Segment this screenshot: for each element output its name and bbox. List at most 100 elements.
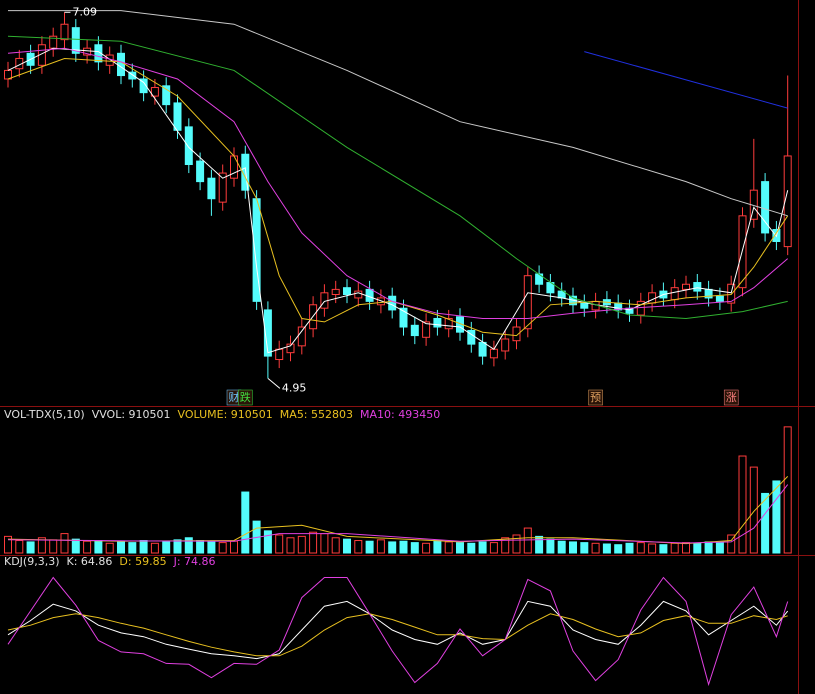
candle-body <box>693 282 702 292</box>
volume-bar <box>704 541 713 554</box>
volume-bar <box>162 541 171 554</box>
candle-body <box>648 292 657 304</box>
volume-bar <box>444 541 453 554</box>
candle-body <box>150 87 159 97</box>
annotation-label: 4.95 <box>282 381 307 394</box>
candle-body <box>580 302 589 309</box>
indicator-header: VOL-TDX(5,10) <box>4 408 85 421</box>
annotation-label: 7.09 <box>73 5 98 18</box>
candle-body <box>399 307 408 328</box>
volume-bar <box>105 542 114 554</box>
volume-bar <box>489 542 498 554</box>
volume-bar <box>83 540 92 554</box>
candle-body <box>286 343 295 354</box>
volume-bar <box>715 542 724 554</box>
candle-body <box>478 341 487 357</box>
volume-bar <box>354 540 363 554</box>
volume-bar <box>727 534 736 554</box>
candle-body <box>207 177 216 200</box>
indicator-line <box>7 47 789 319</box>
candle-body <box>275 348 284 361</box>
volume-bar <box>196 540 205 554</box>
volume-bar <box>772 480 781 554</box>
volume-bar <box>275 534 284 554</box>
volume-bar <box>263 530 272 554</box>
volume-bar <box>37 537 46 554</box>
candle-body <box>94 44 103 63</box>
indicator-header: D: 59.85 <box>119 555 166 568</box>
volume-bar <box>128 542 137 554</box>
candle-body <box>410 324 419 337</box>
volume-bar <box>286 537 295 554</box>
volume-bar <box>749 466 758 554</box>
volume-bar <box>94 540 103 554</box>
volume-bar <box>602 543 611 554</box>
volume-bar <box>569 541 577 554</box>
volume-bar <box>139 540 148 554</box>
candle-body <box>230 155 238 179</box>
candle-body <box>783 155 792 248</box>
volume-bar <box>682 542 690 554</box>
indicator-header: KDJ(9,3,3) <box>4 555 60 568</box>
event-box <box>723 389 739 406</box>
indicator-line <box>7 47 789 354</box>
candle-body <box>444 317 453 330</box>
volume-bar <box>26 541 35 554</box>
volume-bar <box>71 538 80 554</box>
volume-bar <box>738 455 747 554</box>
indicator-header: MA5: 552803 <box>280 408 353 421</box>
volume-bar <box>422 542 431 554</box>
volume-bar <box>591 542 600 554</box>
candle-body <box>388 295 397 311</box>
volume-bar <box>49 539 58 554</box>
candle-body <box>71 27 80 54</box>
candle-body <box>761 181 770 234</box>
volume-bar <box>15 540 24 554</box>
candle-body <box>162 85 171 106</box>
candle-body <box>433 317 442 328</box>
volume-bar <box>456 542 464 554</box>
volume-bar <box>693 542 702 554</box>
volume-bar <box>207 541 216 554</box>
volume-bar <box>557 540 566 554</box>
event-label: 预 <box>590 391 601 404</box>
volume-bar <box>535 535 544 554</box>
candle-body <box>218 172 227 203</box>
candle-body <box>343 287 351 296</box>
volume-bar <box>218 542 227 554</box>
candle-body <box>512 326 521 342</box>
candle-body <box>376 297 385 306</box>
candle-body <box>715 295 724 302</box>
volume-bar <box>173 539 182 554</box>
volume-bar <box>4 535 12 554</box>
candle-body <box>365 288 374 302</box>
volume-bar <box>399 540 408 554</box>
candle-body <box>670 287 679 301</box>
candle-body <box>501 338 510 352</box>
volume-bar <box>230 540 238 554</box>
candle-body <box>184 126 193 166</box>
volume-bar <box>580 542 589 554</box>
candle-body <box>727 283 736 304</box>
indicator-header: VVOL: 910501 <box>92 408 171 421</box>
volume-bar <box>625 542 634 554</box>
volume-bar <box>309 531 318 554</box>
volume-bar <box>117 541 125 554</box>
volume-bar <box>636 542 645 554</box>
candle-body <box>331 288 340 296</box>
volume-bar <box>614 544 623 554</box>
volume-bar <box>343 538 351 554</box>
candle-body <box>139 78 148 94</box>
annotation-arrow <box>267 377 281 389</box>
volume-bar <box>60 533 69 554</box>
volume-bar <box>410 542 419 554</box>
indicator-line <box>7 35 788 320</box>
indicator-line <box>7 600 789 660</box>
event-label: 跌 <box>240 390 251 404</box>
indicator-line <box>7 476 789 545</box>
candle-body <box>354 290 363 299</box>
volume-bar <box>320 533 329 554</box>
volume-bar <box>184 537 193 554</box>
